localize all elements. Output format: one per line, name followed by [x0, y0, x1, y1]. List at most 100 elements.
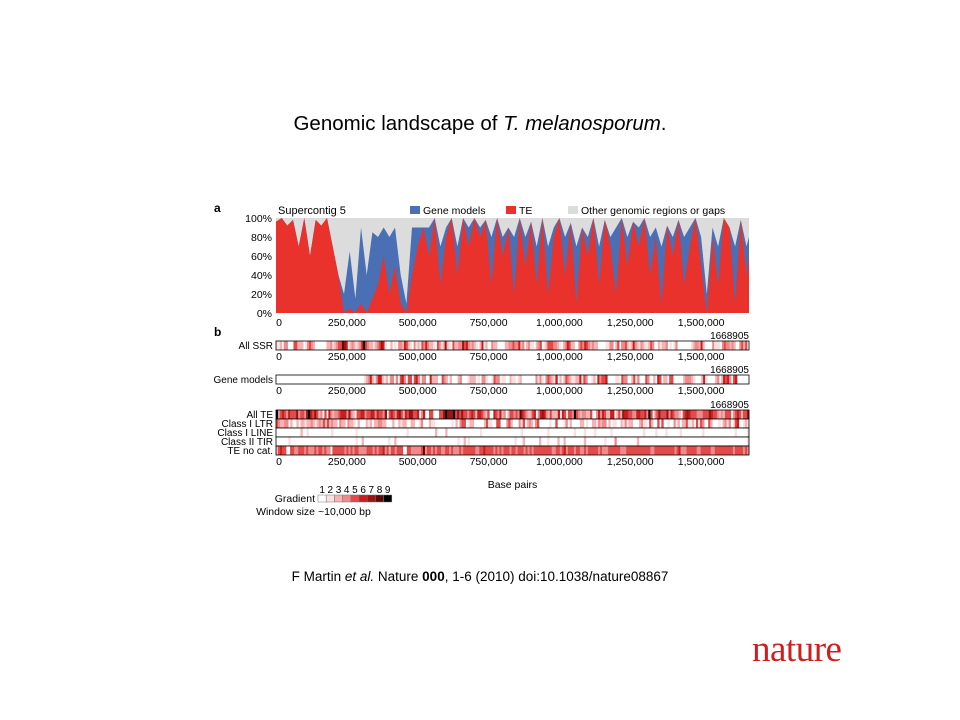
track-bin: [725, 341, 728, 350]
track-bin: [402, 410, 406, 419]
track-bin: [592, 419, 595, 428]
track-bin: [563, 419, 566, 428]
track-bin: [692, 446, 695, 455]
track-bin: [449, 446, 452, 455]
track-bin: [624, 446, 627, 455]
track-bin: [710, 410, 714, 419]
track-bin: [479, 446, 482, 455]
track-bin: [721, 375, 724, 384]
track-bin: [539, 446, 542, 455]
track-bin: [463, 410, 466, 419]
nature-logo: nature: [752, 629, 842, 670]
track-bin: [310, 446, 313, 455]
track-bin: [714, 410, 718, 419]
track-bin: [648, 341, 651, 350]
track-bin: [322, 419, 326, 428]
track-bin: [514, 437, 517, 446]
track-bin: [367, 375, 371, 384]
track-bin: [541, 375, 544, 384]
te-area: [276, 218, 749, 313]
track-bin: [657, 341, 661, 350]
track-bin: [320, 410, 323, 419]
track-bin: [700, 341, 703, 350]
track-bin: [581, 375, 584, 384]
track-bin: [543, 410, 547, 419]
track-bin: [503, 375, 506, 384]
track-bin: [746, 410, 750, 419]
track-bin: [592, 446, 595, 455]
track-bin: [527, 410, 530, 419]
track-bin: [684, 410, 687, 419]
track-bin: [573, 375, 576, 384]
track-bin: [306, 419, 309, 428]
track-bin: [338, 341, 341, 350]
track-bin: [446, 341, 449, 350]
track-bin: [593, 341, 597, 350]
track-bin: [650, 341, 653, 350]
track-bin: [308, 341, 312, 350]
track-bin: [628, 410, 631, 419]
track-bin: [391, 375, 395, 384]
track-bin: [361, 437, 364, 446]
track-bin: [691, 419, 695, 428]
track-bin: [579, 410, 583, 419]
track-bin: [526, 341, 529, 350]
track-bin: [725, 375, 728, 384]
legend-swatch-1: [506, 206, 516, 214]
track-bin: [385, 375, 389, 384]
track-bin: [445, 428, 448, 437]
track-bin: [501, 375, 504, 384]
track-bin: [581, 446, 585, 455]
track-bin: [465, 410, 468, 419]
x-tick-label: 250,000: [328, 456, 366, 468]
track-bin: [377, 419, 381, 428]
track-bin: [380, 410, 383, 419]
track-bin: [297, 341, 300, 350]
track-bin: [604, 437, 607, 446]
track-bin: [330, 410, 333, 419]
track-bin: [358, 410, 361, 419]
track-bin: [610, 446, 613, 455]
track-bin: [739, 341, 742, 350]
track-bin: [736, 419, 740, 428]
track-bin: [620, 410, 623, 419]
track-bin: [334, 410, 337, 419]
track-bin: [640, 446, 643, 455]
x-tick-label: 250,000: [328, 385, 366, 397]
track-bin: [615, 375, 618, 384]
track-bin: [736, 446, 740, 455]
track-bin: [388, 437, 391, 446]
track-bin: [293, 341, 296, 350]
track-bin: [744, 410, 748, 419]
gradient-swatch: [383, 494, 393, 503]
track-bin: [612, 419, 615, 428]
track-label: Gene models: [214, 375, 273, 386]
track-bin: [278, 446, 281, 455]
track-bin: [469, 419, 473, 428]
track-bin: [698, 341, 701, 350]
track-bin: [290, 410, 293, 419]
track-bin: [379, 375, 383, 384]
track-bin: [745, 341, 748, 350]
track-bin: [726, 446, 730, 455]
track-bin: [676, 446, 679, 455]
track-bin: [694, 341, 697, 350]
track-label: All SSR: [239, 341, 273, 352]
track-bin: [663, 341, 666, 350]
track-bin: [330, 341, 333, 350]
track-bin: [497, 375, 500, 384]
track-bin: [729, 341, 732, 350]
panel-a-label: a: [214, 201, 221, 215]
track-bin: [702, 419, 705, 428]
track-bin: [404, 419, 407, 428]
track-bin: [650, 410, 653, 419]
track-bin: [498, 419, 501, 428]
track-bin: [733, 341, 736, 350]
track-bin: [292, 410, 295, 419]
track-bin: [362, 410, 365, 419]
track-bin: [357, 341, 360, 350]
track-bin: [605, 375, 608, 384]
track-bin: [276, 341, 279, 350]
track-bin: [636, 410, 639, 419]
track-bin: [453, 410, 456, 419]
